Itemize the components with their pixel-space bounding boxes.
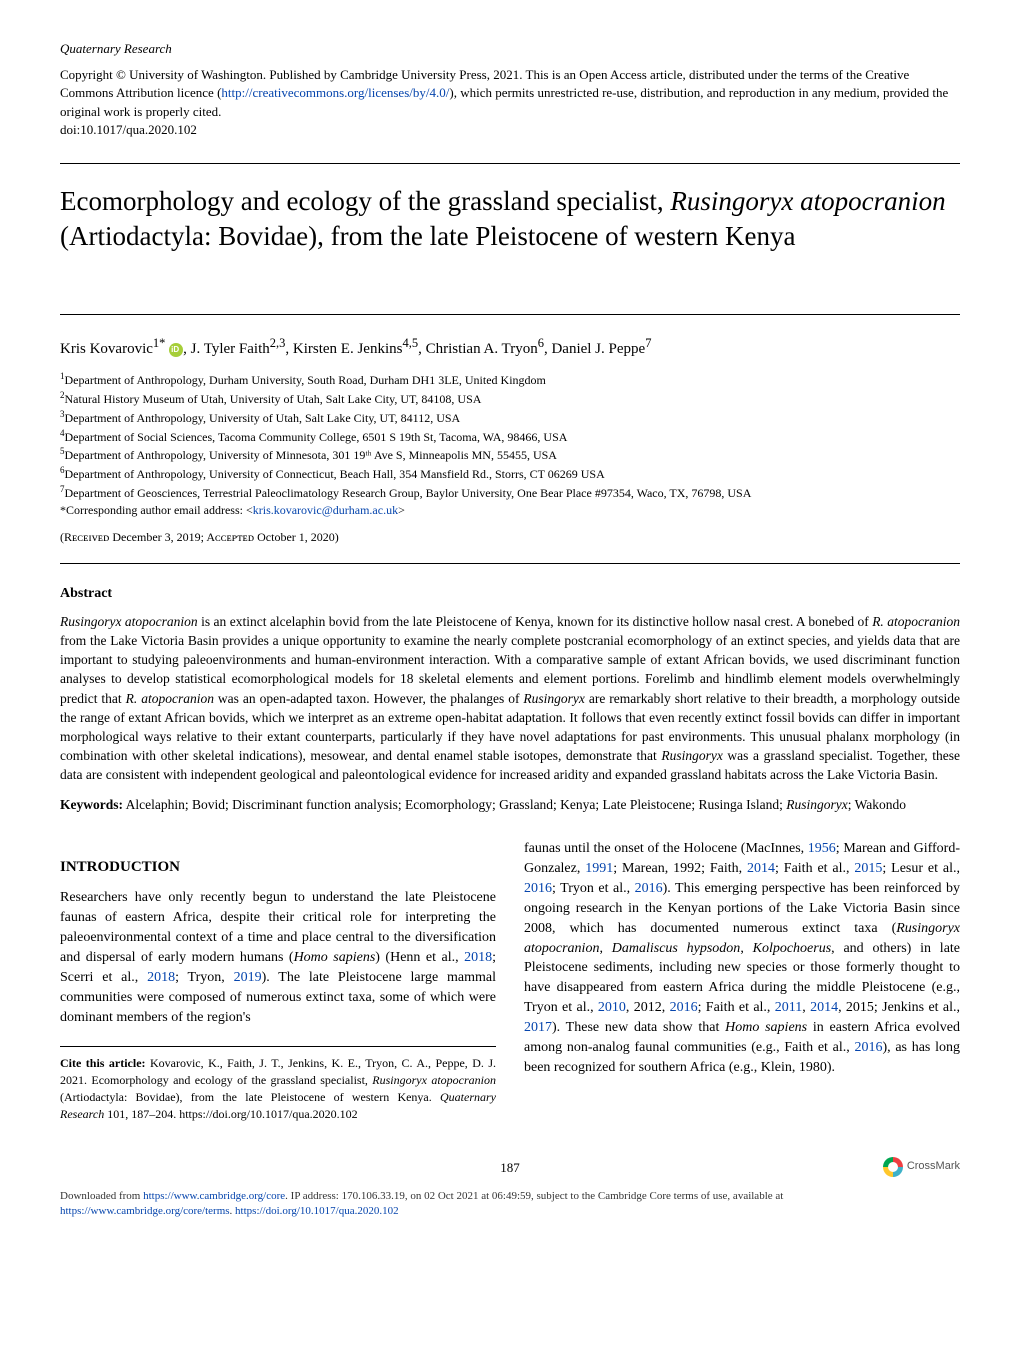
cite-this-article: Cite this article: Kovarovic, K., Faith,… <box>60 1046 496 1123</box>
author-5-pre: , Daniel J. Peppe <box>544 341 645 357</box>
download-footer: Downloaded from https://www.cambridge.or… <box>60 1189 960 1220</box>
affiliation-5: 5Department of Anthropology, University … <box>60 445 960 464</box>
affiliation-6: 6Department of Anthropology, University … <box>60 464 960 483</box>
received-accepted-dates: (Rᴇᴄᴇɪᴠᴇᴅ December 3, 2019; Aᴄᴄᴇᴘᴛᴇᴅ Oct… <box>60 529 960 546</box>
footer-pre: Downloaded from <box>60 1190 143 1202</box>
cc-license-link[interactable]: http://creativecommons.org/licenses/by/4… <box>221 85 449 100</box>
aff3-text: Department of Anthropology, University o… <box>65 411 461 425</box>
affiliation-3: 3Department of Anthropology, University … <box>60 408 960 427</box>
aff4-text: Department of Social Sciences, Tacoma Co… <box>65 430 568 444</box>
crossmark-icon <box>883 1157 903 1177</box>
aff1-text: Department of Anthropology, Durham Unive… <box>65 373 546 387</box>
affiliation-1: 1Department of Anthropology, Durham Univ… <box>60 370 960 389</box>
crossmark-badge[interactable]: CrossMark <box>883 1157 960 1184</box>
author-4-pre: , Christian A. Tryon <box>418 341 538 357</box>
author-2-pre: , J. Tyler Faith <box>183 341 270 357</box>
author-1: Kris Kovarovic <box>60 341 153 357</box>
aff7-text: Department of Geosciences, Terrestrial P… <box>65 486 752 500</box>
affiliation-2: 2Natural History Museum of Utah, Univers… <box>60 389 960 408</box>
aff5-text: Department of Anthropology, University o… <box>65 448 557 462</box>
author-5-sup: 7 <box>645 336 651 350</box>
doi-line: doi:10.1017/qua.2020.102 <box>60 122 197 137</box>
mid-rule <box>60 314 960 315</box>
intro-paragraph-2: faunas until the onset of the Holocene (… <box>524 839 960 1078</box>
abstract-rule <box>60 563 960 564</box>
title-pre: Ecomorphology and ecology of the grassla… <box>60 186 670 216</box>
title-rest: (Artiodactyla: Bovidae), from the late P… <box>60 221 796 251</box>
introduction-heading: INTRODUCTION <box>60 857 496 878</box>
intro-paragraph-1: Researchers have only recently begun to … <box>60 888 496 1027</box>
affiliation-4: 4Department of Social Sciences, Tacoma C… <box>60 427 960 446</box>
keywords-label: Keywords: <box>60 797 123 812</box>
footer-link-doi[interactable]: https://doi.org/10.1017/qua.2020.102 <box>235 1205 399 1217</box>
affiliation-7: 7Department of Geosciences, Terrestrial … <box>60 483 960 502</box>
affiliations: 1Department of Anthropology, Durham Univ… <box>60 370 960 518</box>
abstract-heading: Abstract <box>60 584 960 604</box>
authors-line: Kris Kovarovic1* , J. Tyler Faith2,3, Ki… <box>60 335 960 360</box>
author-1-sup: 1* <box>153 336 166 350</box>
article-title: Ecomorphology and ecology of the grassla… <box>60 184 960 254</box>
cite-label: Cite this article: <box>60 1056 146 1070</box>
aff2-text: Natural History Museum of Utah, Universi… <box>65 392 482 406</box>
author-3-sup: 4,5 <box>402 336 418 350</box>
body-columns: INTRODUCTION Researchers have only recen… <box>60 839 960 1123</box>
title-species: Rusingoryx atopocranion <box>670 186 945 216</box>
author-3-pre: , Kirsten E. Jenkins <box>285 341 402 357</box>
corresponding-tail: > <box>398 503 405 517</box>
footer-link-core[interactable]: https://www.cambridge.org/core <box>143 1190 285 1202</box>
footer-mid: . IP address: 170.106.33.19, on 02 Oct 2… <box>285 1190 783 1202</box>
corresponding-author: *Corresponding author email address: <kr… <box>60 502 960 519</box>
keywords-body: Alcelaphin; Bovid; Discriminant function… <box>123 797 906 812</box>
footer-link-terms[interactable]: https://www.cambridge.org/core/terms <box>60 1205 230 1217</box>
corresponding-email-link[interactable]: kris.kovarovic@durham.ac.uk <box>253 503 398 517</box>
abstract-body: Rusingoryx atopocranion is an extinct al… <box>60 612 960 784</box>
author-2-sup: 2,3 <box>270 336 286 350</box>
journal-name: Quaternary Research <box>60 40 960 58</box>
keywords: Keywords: Alcelaphin; Bovid; Discriminan… <box>60 796 960 815</box>
copyright-block: Copyright © University of Washington. Pu… <box>60 66 960 139</box>
top-rule <box>60 163 960 164</box>
aff6-text: Department of Anthropology, University o… <box>65 467 605 481</box>
crossmark-label: CrossMark <box>907 1159 960 1174</box>
page-number: 187 <box>60 1159 960 1177</box>
orcid-icon[interactable] <box>169 343 183 357</box>
corresponding-label: *Corresponding author email address: < <box>60 503 253 517</box>
